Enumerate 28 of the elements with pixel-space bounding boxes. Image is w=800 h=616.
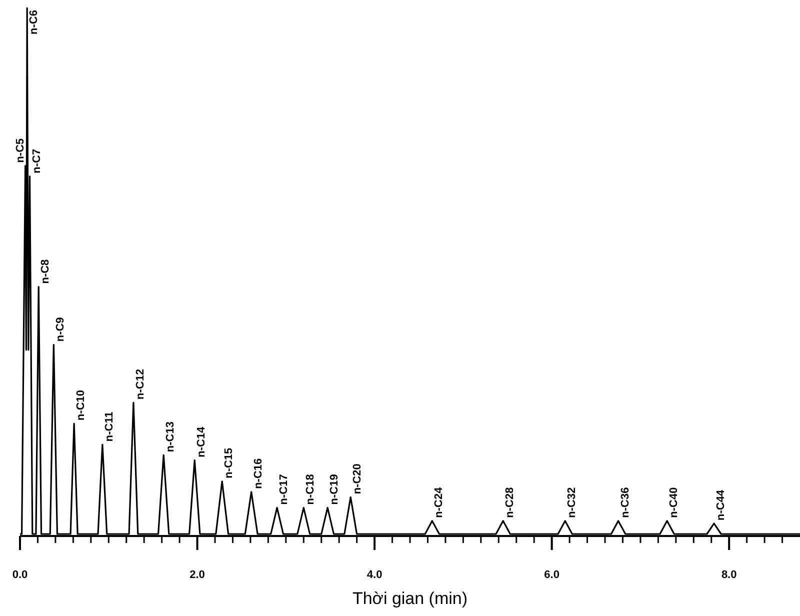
x-tick-label: 8.0 bbox=[721, 569, 737, 581]
annotation: n-C44 bbox=[715, 489, 728, 520]
annotation: n-C10 bbox=[75, 390, 88, 421]
annotation: n-C19 bbox=[328, 474, 341, 505]
annotation: n-C16 bbox=[252, 458, 264, 489]
annotation: n-C14 bbox=[196, 426, 208, 458]
x-tick-label: 6.0 bbox=[544, 569, 560, 581]
annotation: n-C32 bbox=[566, 487, 578, 518]
annotation: n-C24 bbox=[433, 486, 446, 518]
annotation: n-C36 bbox=[619, 487, 632, 518]
annotation: n-C20 bbox=[352, 464, 364, 494]
x-axis-title: Thời gian (min) bbox=[352, 589, 468, 608]
annotation: n-C12 bbox=[134, 368, 146, 400]
annotation: n-C6 bbox=[28, 10, 40, 34]
annotation: n-C17 bbox=[278, 474, 290, 505]
annotation: n-C15 bbox=[223, 448, 236, 478]
annotation: n-C8 bbox=[40, 259, 52, 284]
annotation: n-C5 bbox=[14, 138, 26, 163]
annotation: n-C28 bbox=[504, 487, 516, 518]
x-tick-label: 2.0 bbox=[190, 569, 205, 581]
annotation: n-C11 bbox=[103, 412, 116, 442]
annotation: n-C9 bbox=[54, 317, 67, 342]
annotation: n-C7 bbox=[30, 148, 43, 174]
annotation: n-C40 bbox=[668, 487, 680, 518]
x-tick-label: 4.0 bbox=[366, 569, 382, 581]
annotation: n-C18 bbox=[304, 474, 317, 505]
x-tick-label: 0.0 bbox=[12, 569, 28, 581]
annotation: n-C13 bbox=[164, 422, 177, 452]
